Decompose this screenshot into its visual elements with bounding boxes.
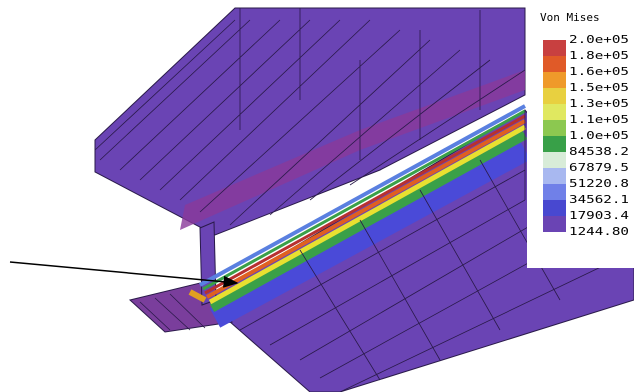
- legend-label: 1244.80: [569, 225, 629, 238]
- legend-title: Von Mises: [540, 11, 600, 24]
- legend-label: 67879.5: [569, 161, 629, 174]
- legend-label: 17903.4: [569, 209, 629, 222]
- legend-label: 1.1e+05: [569, 113, 629, 126]
- legend-label: 1.8e+05: [569, 49, 629, 62]
- legend-label: 1.5e+05: [569, 81, 629, 94]
- legend-label: 34562.1: [569, 193, 629, 206]
- color-bar: [543, 40, 566, 232]
- legend-label: 1.0e+05: [569, 129, 629, 142]
- legend-label: 1.6e+05: [569, 65, 629, 78]
- legend-label: 84538.2: [569, 145, 629, 158]
- legend: Von Mises 2.0e+05 1.8e+05 1.6e+05 1.5e+05 1.…: [527, 0, 634, 268]
- legend-label: 2.0e+05: [569, 33, 629, 46]
- legend-label: 1.3e+05: [569, 97, 629, 110]
- screenshot: Von Mises 2.0e+05 1.8e+05 1.6e+05 1.5e+05 1.…: [0, 0, 634, 392]
- legend-label: 51220.8: [569, 177, 629, 190]
